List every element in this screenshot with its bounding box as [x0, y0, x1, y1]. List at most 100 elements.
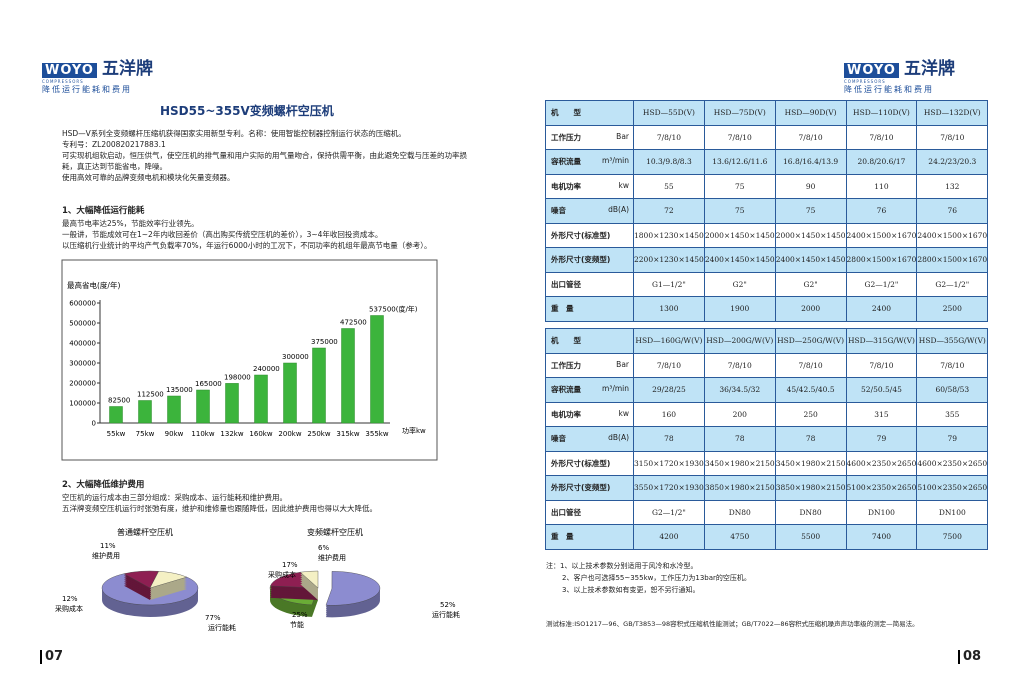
- cell: 79: [916, 426, 989, 452]
- page-number: 08: [958, 650, 981, 664]
- row-label: 工作压力 Bar: [545, 124, 634, 150]
- cell: 55: [633, 173, 705, 199]
- row-label: 外形尺寸(标准型): [545, 222, 634, 248]
- header-row: 机 型 HSD—55D(V) HSD—75D(V) HSD—90D(V) HSD—110…: [545, 100, 989, 126]
- row-unit: Bar: [616, 131, 629, 141]
- cell: 7/8/10: [633, 124, 705, 150]
- intro: HSD—V系列全变频螺杆压缩机获得国家实用新型专利。名称：使用智能控制器控制运行…: [62, 128, 472, 183]
- pie-title: 普通螺杆空压机: [117, 527, 173, 537]
- row-name: 外形尺寸(标准型): [551, 458, 611, 468]
- cell: 7/8/10: [845, 352, 918, 378]
- row-label: 工作压力 Bar: [545, 352, 634, 378]
- bar: [312, 347, 326, 424]
- cell: DN80: [703, 499, 776, 525]
- cell: 2400×1500×1670: [916, 222, 989, 248]
- cell: 13.6/12.6/11.6: [703, 149, 776, 175]
- row-name: 噪音: [551, 434, 566, 444]
- spec-table: 机 型 HSD—55D(V) HSD—75D(V) HSD—90D(V) HSD—110…: [545, 100, 989, 322]
- cell: 200: [703, 401, 776, 427]
- cell: 45/42.5/40.5: [774, 377, 847, 403]
- row-name: 容积流量: [551, 157, 581, 167]
- cell: 4200: [633, 524, 705, 550]
- cell: 2200×1230×1450: [633, 247, 705, 273]
- standards: 测试标准:ISO1217—96、GB/T3853—98容积式压缩机性能测试；GB…: [546, 620, 919, 628]
- cell: 3150×1720×1930: [633, 450, 705, 476]
- pie-category-label: 采购成本: [55, 604, 83, 613]
- paragraph: 专利号：ZL200820217883.1: [62, 140, 166, 149]
- row-label: 电机功率 kw: [545, 401, 634, 427]
- row-name: 电机功率: [551, 409, 581, 419]
- pie-value-label: 17%: [282, 561, 298, 569]
- spec-row: 容积流量 m³/min 29/28/25 36/34.5/32 45/42.5/40.5…: [545, 377, 989, 403]
- row-name: 出口管径: [551, 507, 581, 517]
- note: 注：1、以上技术参数分别适用于风冷和水冷型。: [546, 562, 698, 570]
- cell: DN80: [774, 499, 847, 525]
- row-name: 出口管径: [551, 279, 581, 289]
- spec-row: 重 量 4200 4750 5500 7400 7500: [545, 524, 989, 550]
- spec-row: 噪音 dB(A) 78 78 78 79 79: [545, 426, 989, 452]
- brand: WOYO: [844, 63, 899, 78]
- cell: 2400×1450×1450: [774, 247, 847, 273]
- cell: 2000×1450×1450: [774, 222, 847, 248]
- cell: 52/50.5/45: [845, 377, 918, 403]
- row-unit: kw: [618, 180, 629, 190]
- model: HSD—160G/W(V): [633, 328, 705, 354]
- cell: 72: [633, 198, 705, 224]
- data-label: 240000: [253, 365, 280, 373]
- row-name: 容积流量: [551, 385, 581, 395]
- cell: 7/8/10: [916, 124, 989, 150]
- pie-value-label: 11%: [100, 542, 116, 550]
- pie-title: 变频螺杆空压机: [307, 527, 363, 537]
- cell: G2": [774, 271, 847, 297]
- tagline: 降低运行能耗和费用: [844, 85, 934, 94]
- bar: [196, 389, 210, 424]
- cell: 1900: [703, 296, 776, 322]
- paragraph: 以压缩机行业统计的平均产气负载率70%，年运行6000小时的工况下，不同功率的机…: [62, 241, 432, 250]
- data-label: 537500(度/年): [369, 305, 418, 314]
- cell: 132: [916, 173, 989, 199]
- cell: 20.8/20.6/17: [845, 149, 918, 175]
- y-tick-label: 600000: [69, 300, 96, 308]
- x-axis-label: 功率kw: [402, 426, 426, 435]
- cell: DN100: [916, 499, 989, 525]
- data-label: 472500: [340, 319, 367, 327]
- bar: [138, 400, 152, 424]
- cell: 7/8/10: [845, 124, 918, 150]
- spec-table: 机 型 HSD—160G/W(V) HSD—200G/W(V) HSD—250G/W(…: [545, 328, 989, 550]
- header-label: 机 型: [545, 328, 634, 354]
- cell: 75: [774, 198, 847, 224]
- spec-row: 电机功率 kw 160 200 250 315 355: [545, 401, 989, 427]
- row-name: 外形尺寸(标准型): [551, 230, 611, 240]
- pie-category-label: 运行能耗: [208, 623, 236, 632]
- y-tick-label: 300000: [69, 360, 96, 368]
- row-name: 工作压力: [551, 132, 581, 142]
- data-label: 82500: [108, 397, 130, 405]
- paragraph: 最高节电率达25%，节能效率行业领先。: [62, 219, 199, 228]
- spec-row: 外形尺寸(变频型) 3550×1720×1930 3850×1980×2150 385…: [545, 475, 989, 501]
- model: HSD—355G/W(V): [916, 328, 989, 354]
- cell: 36/34.5/32: [703, 377, 776, 403]
- cell: 7/8/10: [703, 352, 776, 378]
- cell: 2800×1500×1670: [845, 247, 918, 273]
- cell: 10.3/9.8/8.3: [633, 149, 705, 175]
- spec-row: 重 量 1300 1900 2000 2400 2500: [545, 296, 989, 322]
- row-unit: Bar: [616, 359, 629, 369]
- cell: 79: [845, 426, 918, 452]
- section-heading: 2、大幅降低维护费用: [62, 480, 145, 490]
- x-tick-label: 75kw: [136, 430, 155, 438]
- pie-value-label: 52%: [440, 601, 456, 609]
- y-tick-label: 200000: [69, 380, 96, 388]
- pie-slice: [299, 570, 319, 589]
- row-label: 出口管径: [545, 271, 634, 297]
- spec-row: 噪音 dB(A) 72 75 75 76 76: [545, 198, 989, 224]
- data-label: 375000: [311, 338, 338, 346]
- cell: 7/8/10: [916, 352, 989, 378]
- x-tick-label: 355kw: [365, 430, 388, 438]
- cell: 16.8/16.4/13.9: [774, 149, 847, 175]
- cell: 78: [703, 426, 776, 452]
- x-tick-label: 55kw: [107, 430, 126, 438]
- pie-value-label: 25%: [292, 611, 308, 619]
- spec-row: 工作压力 Bar 7/8/10 7/8/10 7/8/10 7/8/10 7/8/10: [545, 352, 989, 378]
- model: HSD—315G/W(V): [845, 328, 918, 354]
- brand-sub: COMPRESSORS: [844, 79, 886, 84]
